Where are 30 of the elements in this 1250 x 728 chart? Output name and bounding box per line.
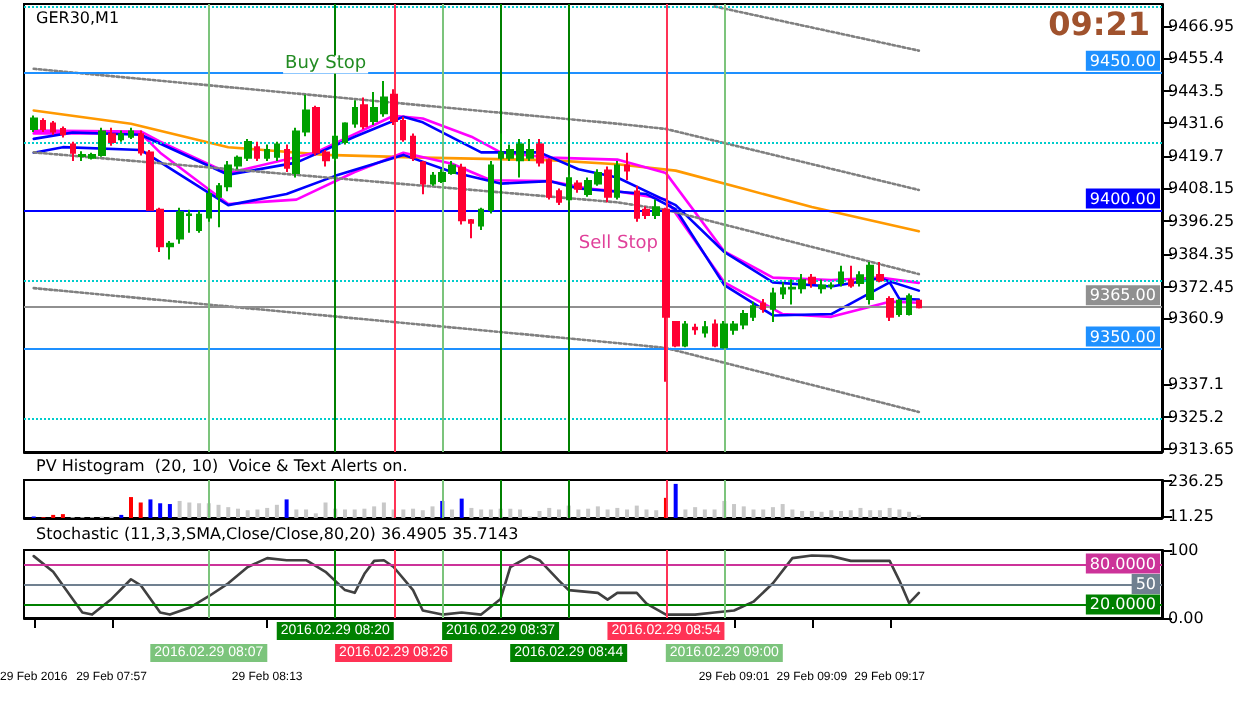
y-tick-label: 9396.25 [1168, 211, 1235, 230]
ref-line-label: 9400.00 [1089, 189, 1156, 208]
ref-line-label: 80.0000 [1089, 554, 1156, 573]
annotation: 09:21 [1048, 5, 1151, 43]
ref-line-label: 9365.00 [1089, 286, 1156, 305]
y-tick-label: 9360.9 [1168, 309, 1224, 328]
chart-title: GER30,M1 [36, 9, 120, 27]
y-tick-label: 100 [1168, 541, 1199, 559]
y-tick-label: 9431.6 [1168, 114, 1224, 133]
ref-line-label: 9350.00 [1089, 327, 1156, 346]
y-tick-label: 11.25 [1168, 507, 1214, 526]
y-tick-label: 9443.5 [1168, 81, 1224, 100]
ref-line-label: 20.0000 [1089, 595, 1156, 614]
ref-line-label: 50 [1135, 575, 1156, 593]
chart-title: Stochastic (11,3,3,SMA,Close/Close,80,20) 36.4905 35.7143 [36, 525, 519, 543]
y-tick-label: 9313.65 [1168, 439, 1235, 458]
y-tick-label: 9408.15 [1168, 179, 1235, 198]
ref-line-label: 9450.00 [1089, 51, 1156, 70]
y-tick-label: 9325.2 [1168, 407, 1224, 426]
y-tick-label: 0.00 [1168, 609, 1204, 627]
y-tick-label: 9466.95 [1168, 16, 1235, 35]
chart-title: PV Histogram (20, 10) Voice & Text Alerts on. [36, 457, 408, 475]
annotation: Sell Stop [578, 233, 659, 254]
y-tick-label: 9455.4 [1168, 48, 1224, 67]
y-tick-label: 9419.7 [1168, 147, 1224, 166]
y-tick-label: 9372.45 [1168, 277, 1235, 296]
y-tick-label: 9384.35 [1168, 244, 1235, 263]
y-tick-label: 236.25 [1168, 472, 1224, 491]
annotation: Buy Stop [285, 54, 367, 75]
y-tick-label: 9337.1 [1168, 375, 1224, 394]
